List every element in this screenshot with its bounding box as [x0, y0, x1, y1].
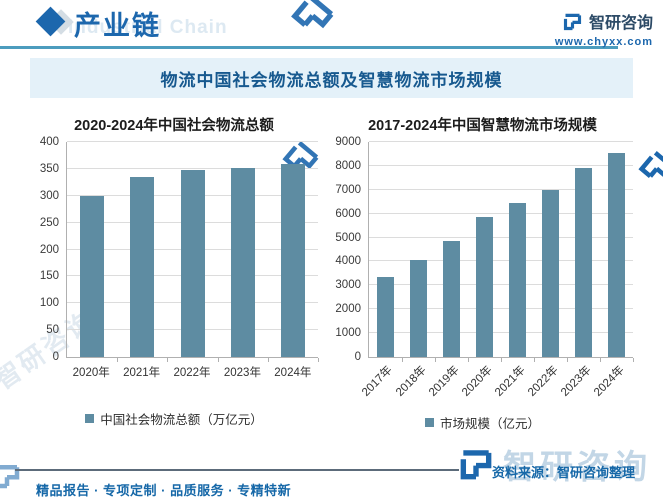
x-axis-labels: 2017年 2018年 2019年 2020年 2021年 2022年 2023年 2024年 — [360, 358, 633, 408]
gridline — [369, 260, 633, 262]
gridline — [369, 212, 633, 214]
y-tick-label: 2000 — [335, 303, 361, 316]
bar-2021年 — [130, 176, 155, 357]
x-axis-tick — [501, 358, 502, 362]
bar-2017年 — [377, 276, 394, 357]
figure-title-banner: 物流中国社会物流总额及智慧物流市场规模 — [30, 58, 633, 98]
y-tick-label: 0 — [354, 351, 361, 363]
legend-label: 中国社会物流总额（万亿元） — [100, 413, 263, 427]
legend: 中国社会物流总额（万亿元） — [30, 409, 318, 428]
y-tick-label: 9000 — [335, 136, 361, 148]
watermark-logo-icon — [630, 144, 663, 196]
y-tick-label: 350 — [39, 162, 59, 175]
x-axis-tick — [435, 358, 436, 362]
gridline — [369, 236, 633, 238]
y-tick-label: 100 — [39, 297, 59, 310]
legend: 市场规模（亿元） — [332, 413, 633, 432]
gridline — [67, 141, 318, 142]
gridline — [369, 332, 633, 334]
figure-title: 物流中国社会物流总额及智慧物流市场规模 — [160, 70, 503, 90]
gridline — [369, 164, 633, 166]
watermark-logo-icon — [282, 0, 342, 47]
y-tick-label: 7000 — [335, 183, 361, 196]
x-axis-labels: 2020年 2021年 2022年 2023年 2024年 — [66, 358, 318, 383]
x-tick-label: 2023年 — [223, 367, 261, 379]
watermark-logo-icon — [0, 461, 22, 496]
plot-area — [66, 141, 319, 362]
x-tick-label: 2017年 — [360, 364, 396, 399]
brand-name: 智研咨询 — [588, 15, 653, 32]
plot-area — [368, 141, 634, 362]
bars — [67, 142, 318, 357]
y-tick-label: 0 — [52, 351, 59, 363]
x-axis-tick — [217, 358, 219, 362]
bar-2022年 — [542, 189, 559, 357]
brand-logo-icon — [562, 11, 583, 32]
brand-website-link[interactable]: www.chyxx.com — [554, 36, 653, 48]
x-axis-tick — [117, 358, 119, 362]
y-tick-label: 8000 — [335, 159, 361, 172]
x-axis-tick — [267, 358, 269, 362]
y-tick-label: 250 — [39, 216, 59, 229]
y-axis: 0 50 100 150 200 250 300 350 400 — [30, 136, 66, 363]
chart-social-logistics-total: 2020-2024年中国社会物流总额 0 50 100 150 200 250 300 350… — [30, 102, 319, 432]
data-source-note: 资料来源：智研咨询整理 — [491, 465, 635, 480]
y-tick-label: 3000 — [335, 279, 361, 292]
bar-2018年 — [410, 260, 427, 357]
footer-tagline: 精品报告 · 专项定制 · 品质服务 · 专精特新 — [36, 483, 292, 498]
chart-smart-logistics-market: 2017-2024年中国智慧物流市场规模 0 1000 2000 3000 4000 50… — [332, 102, 634, 432]
y-tick-label: 1000 — [335, 327, 361, 340]
x-axis-tick — [633, 358, 634, 362]
x-axis-tick — [567, 358, 568, 362]
y-tick-label: 300 — [39, 189, 59, 202]
brand-lockup: 智研咨询 — [562, 9, 653, 33]
y-tick-label: 150 — [39, 270, 59, 283]
y-axis: 0 1000 2000 3000 4000 5000 6000 7000 8000 9000 — [332, 136, 368, 363]
x-tick-label: 2021年 — [123, 367, 161, 379]
x-axis-tick — [402, 358, 403, 362]
chart-title: 2017-2024年中国智慧物流市场规模 — [368, 118, 597, 134]
x-tick-label: 2024年 — [274, 367, 312, 379]
y-tick-label: 4000 — [335, 255, 361, 268]
legend-marker — [85, 414, 95, 423]
y-tick-label: 5000 — [335, 231, 361, 244]
bar-2024年 — [280, 163, 305, 357]
bar-2023年 — [230, 167, 255, 357]
bar-2024年 — [608, 152, 625, 357]
x-axis-tick — [534, 358, 535, 362]
gridline — [369, 188, 633, 190]
page-title: 产业链 — [74, 11, 161, 41]
watermark-logo-icon — [457, 445, 495, 483]
header-ghost-text: Industrial Chain — [68, 17, 228, 38]
x-axis-tick — [167, 358, 169, 362]
gridline — [369, 141, 633, 142]
x-tick-label: 2020年 — [72, 367, 110, 379]
bars — [369, 142, 633, 357]
y-tick-label: 50 — [46, 324, 59, 337]
gridline — [369, 308, 633, 310]
x-axis-tick — [600, 358, 601, 362]
bar-2020年 — [476, 217, 493, 357]
gridline — [67, 167, 318, 169]
bar-2019年 — [443, 241, 460, 357]
y-tick-label: 200 — [39, 243, 59, 256]
bar-2020年 — [80, 195, 105, 357]
footer-divider — [15, 469, 459, 471]
x-axis-tick — [468, 358, 469, 362]
gridline — [369, 284, 633, 286]
x-tick-label: 2022年 — [173, 367, 211, 379]
charts-row: 2020-2024年中国社会物流总额 0 50 100 150 200 250 300 350… — [30, 102, 634, 432]
bar-2021年 — [509, 202, 526, 357]
x-axis-tick — [318, 358, 319, 362]
legend-label: 市场规模（亿元） — [439, 417, 540, 431]
bar-2023年 — [575, 168, 592, 357]
bar-2022年 — [180, 169, 205, 357]
header-divider — [0, 46, 618, 49]
legend-marker — [424, 418, 434, 427]
y-tick-label: 400 — [39, 136, 59, 148]
y-tick-label: 6000 — [335, 207, 361, 220]
chart-title: 2020-2024年中国社会物流总额 — [74, 118, 274, 134]
